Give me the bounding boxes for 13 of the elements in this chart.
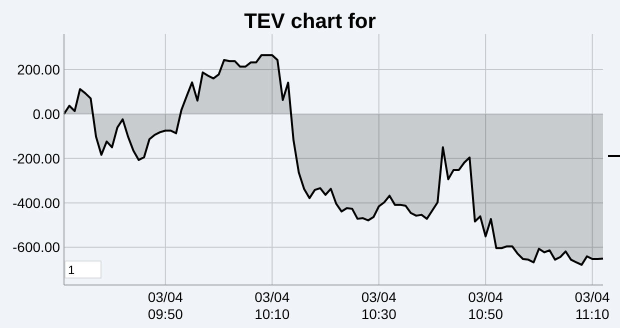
input-field: 1: [64, 260, 102, 278]
y-tick-label: 200.00: [17, 62, 60, 78]
y-tick-label: 0.00: [32, 106, 60, 122]
x-tick-label: 03/04 09:50: [148, 289, 184, 322]
x-tick-label: 03/04 10:10: [254, 289, 290, 322]
x-tick-label: 03/04 11:10: [574, 289, 610, 322]
annotation: 1: [68, 263, 75, 277]
x-tick-label: 03/04 10:30: [361, 289, 397, 322]
y-tick-label: -400.00: [12, 194, 60, 211]
x-tick-label: 03/04 10:50: [468, 289, 504, 322]
y-tick-label: -600.00: [12, 239, 60, 256]
y-tick-label: -200.00: [12, 150, 60, 166]
chart-title: TEV chart for: [244, 10, 376, 33]
